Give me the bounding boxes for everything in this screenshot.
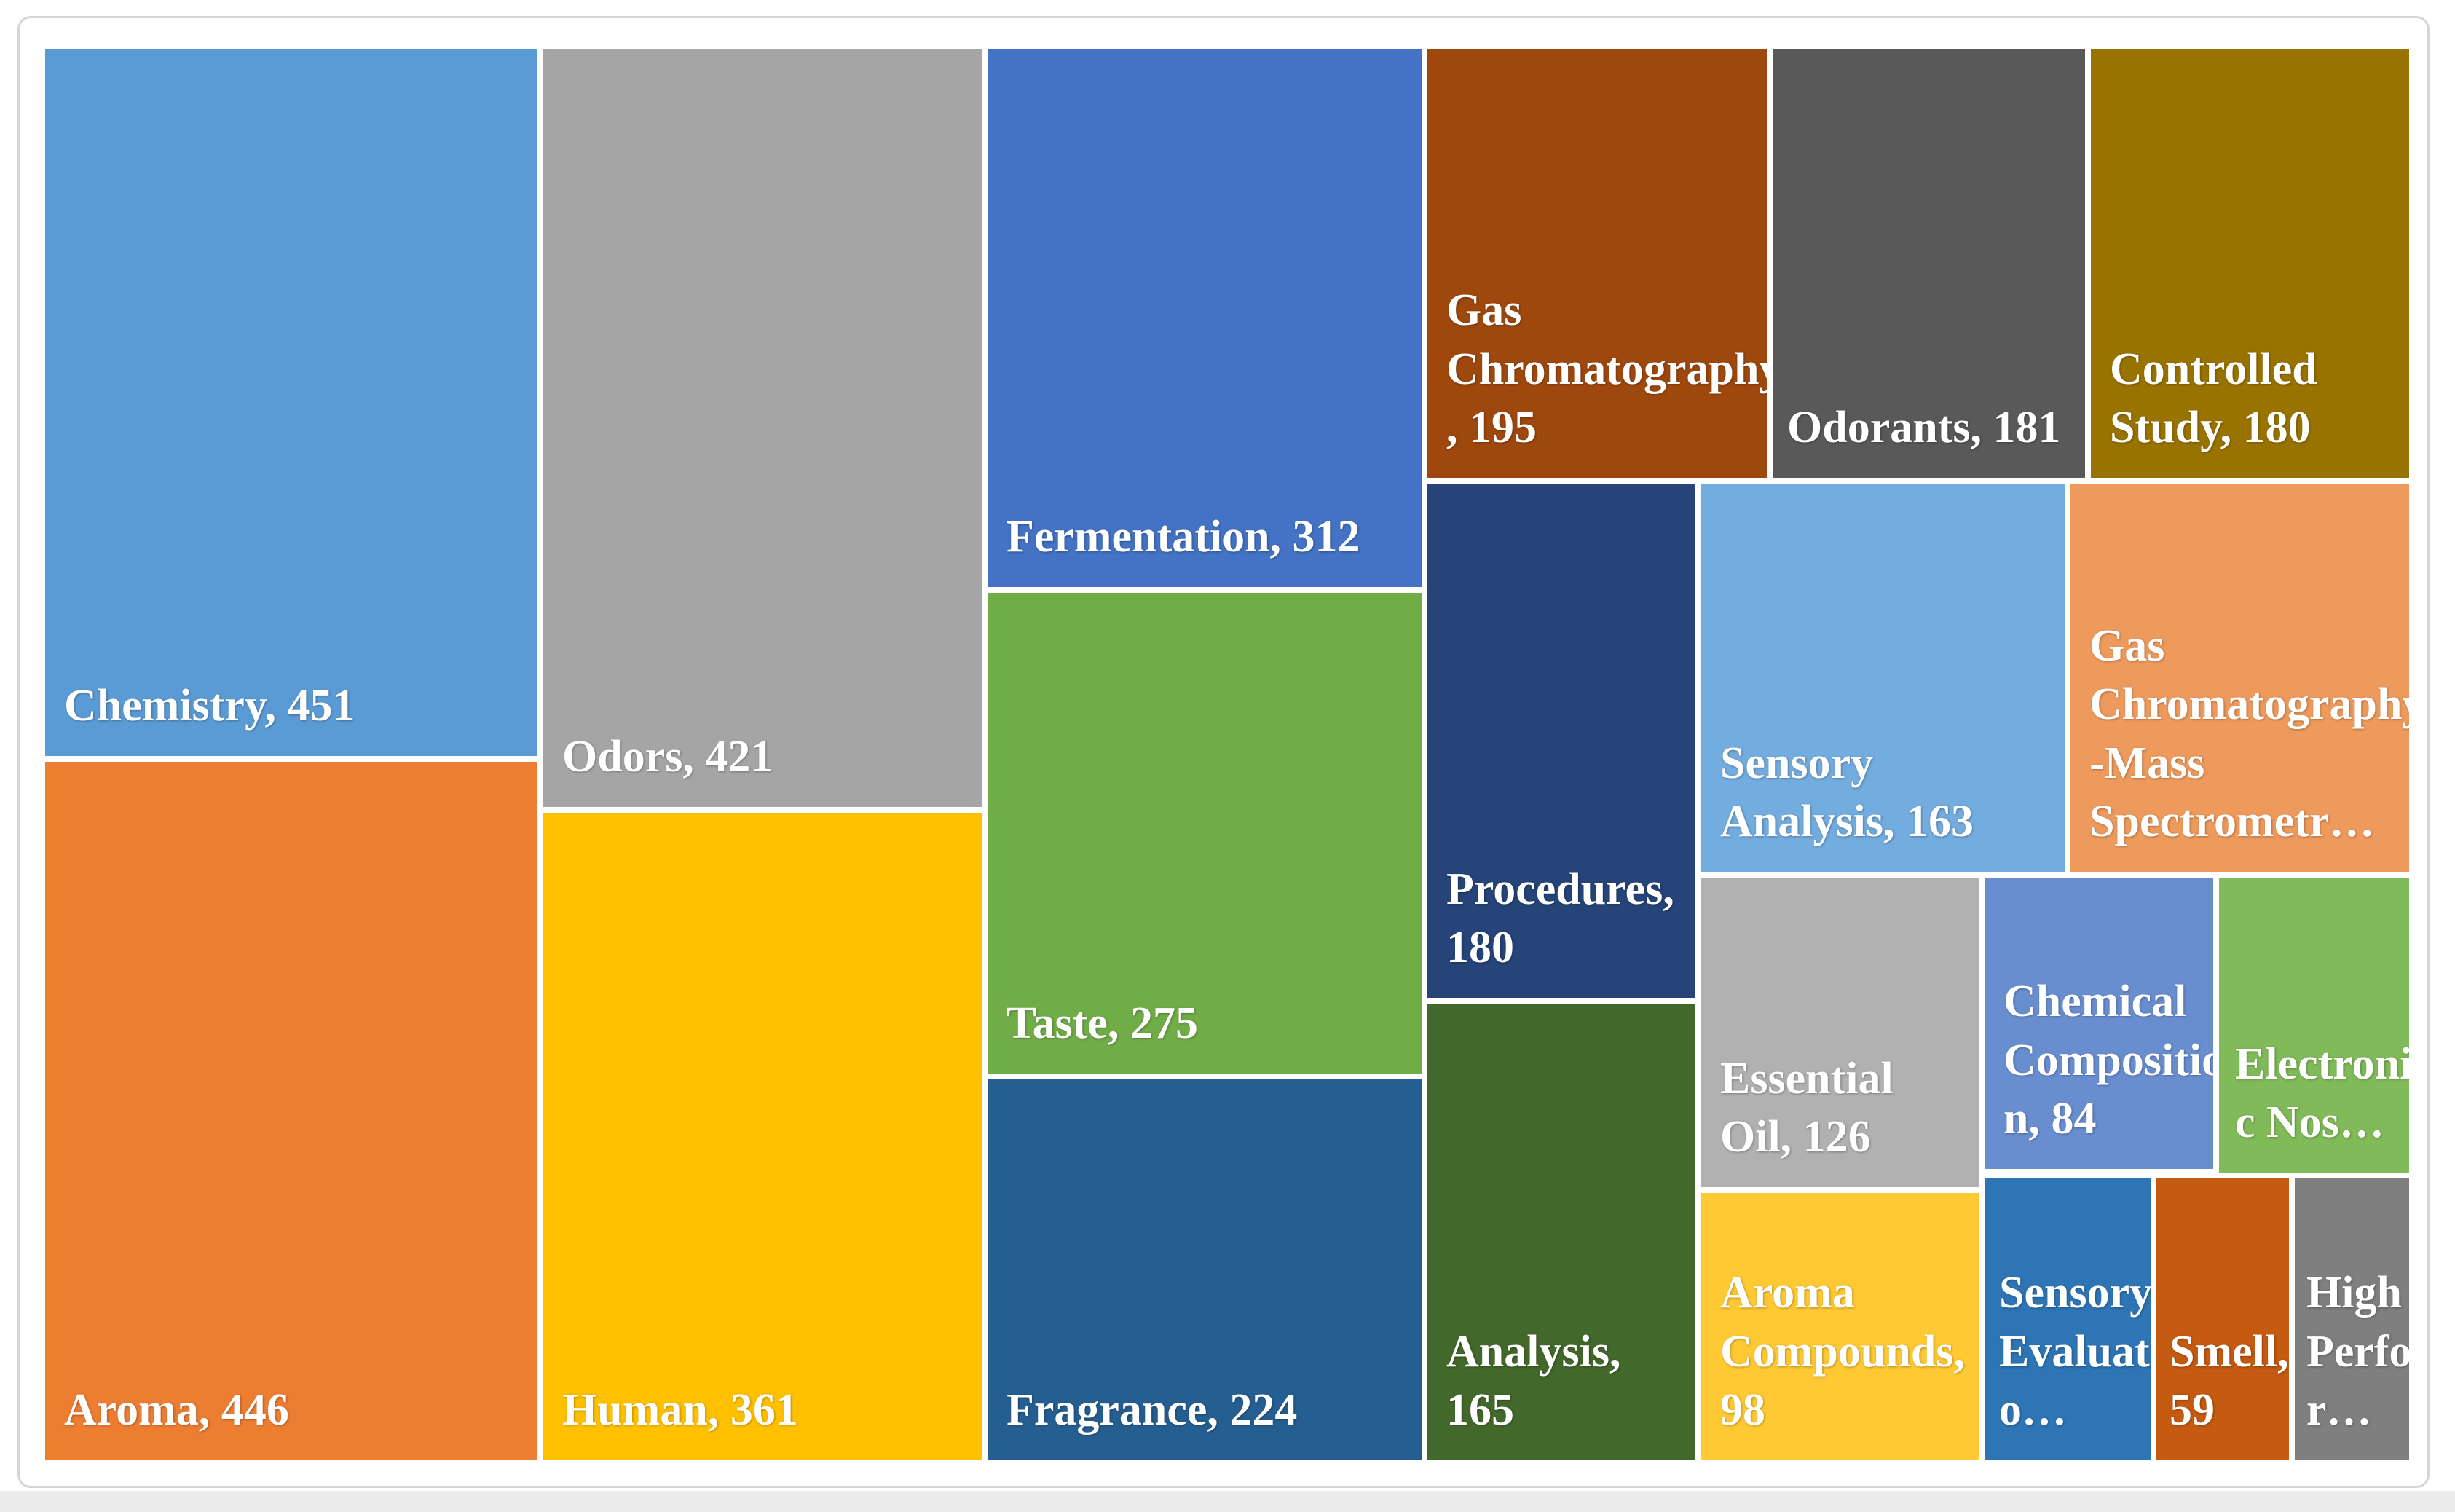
tile-label-odors: Odors, 421 [562, 732, 773, 782]
treemap-tile-human: Human, 361 [543, 813, 982, 1460]
treemap-tile-sensory-analysis: Sensory Analysis, 163 [1701, 484, 2065, 872]
tile-label-sensory-analysis: Sensory Analysis, 163 [1720, 738, 1974, 847]
tile-label-chemical-composition: Chemical Composition, 84 [2003, 977, 2213, 1144]
tile-label-smell: Smell, 59 [2170, 1326, 2289, 1436]
treemap-tile-gas-chromatography: Gas Chromatography, 195 [1427, 49, 1767, 478]
tile-label-gas-chromatography: Gas Chromatography, 195 [1446, 286, 1767, 453]
treemap-tile-chemistry: Chemistry, 451 [45, 49, 537, 756]
tile-label-human: Human, 361 [562, 1385, 798, 1436]
treemap-tile-procedures: Procedures, 180 [1427, 484, 1695, 998]
treemap-tile-controlled-study: Controlled Study, 180 [2091, 49, 2409, 478]
treemap-tile-odorants: Odorants, 181 [1773, 49, 2085, 478]
tile-label-fermentation: Fermentation, 312 [1006, 512, 1360, 562]
treemap-tile-odors: Odors, 421 [543, 49, 982, 807]
treemap-tile-high-performance: High Perfor… [2295, 1178, 2409, 1460]
tile-label-controlled-study: Controlled Study, 180 [2110, 344, 2317, 453]
treemap-tile-aroma: Aroma, 446 [45, 762, 537, 1460]
treemap-tile-aroma-compounds: Aroma Compounds, 98 [1701, 1193, 1979, 1460]
tile-label-high-performance: High Perfor… [2306, 1268, 2409, 1436]
tile-label-analysis: Analysis, 165 [1446, 1326, 1621, 1436]
tile-label-taste: Taste, 275 [1006, 999, 1198, 1049]
treemap-tile-essential-oil: Essential Oil, 126 [1701, 878, 1979, 1187]
tile-label-fragrance: Fragrance, 224 [1006, 1385, 1298, 1436]
treemap-tile-analysis: Analysis, 165 [1427, 1004, 1695, 1460]
treemap-tile-fragrance: Fragrance, 224 [988, 1079, 1422, 1460]
tile-label-aroma: Aroma, 446 [64, 1385, 289, 1436]
tile-label-electronic-nose: Electronic Nos… [2235, 1039, 2409, 1148]
tile-label-aroma-compounds: Aroma Compounds, 98 [1720, 1268, 1965, 1436]
treemap-tile-electronic-nose: Electronic Nos… [2219, 878, 2409, 1173]
tile-label-gc-ms: Gas Chromatography-Mass Spectrometr… [2089, 621, 2409, 847]
treemap-tile-sensory-evaluation: Sensory Evaluatio… [1985, 1178, 2151, 1460]
treemap-tile-smell: Smell, 59 [2156, 1178, 2289, 1460]
tile-label-essential-oil: Essential Oil, 126 [1720, 1053, 1894, 1162]
treemap-tile-chemical-composition: Chemical Composition, 84 [1985, 878, 2213, 1169]
tile-label-odorants: Odorants, 181 [1787, 403, 2061, 453]
tile-label-procedures: Procedures, 180 [1446, 864, 1674, 973]
bottom-strip [0, 1491, 2455, 1512]
treemap-tile-fermentation: Fermentation, 312 [988, 49, 1422, 587]
tile-label-chemistry: Chemistry, 451 [64, 681, 355, 731]
treemap-tile-gc-ms: Gas Chromatography-Mass Spectrometr… [2070, 484, 2409, 872]
treemap-tile-taste: Taste, 275 [988, 593, 1422, 1074]
tile-label-sensory-evaluation: Sensory Evaluatio… [1999, 1268, 2151, 1436]
